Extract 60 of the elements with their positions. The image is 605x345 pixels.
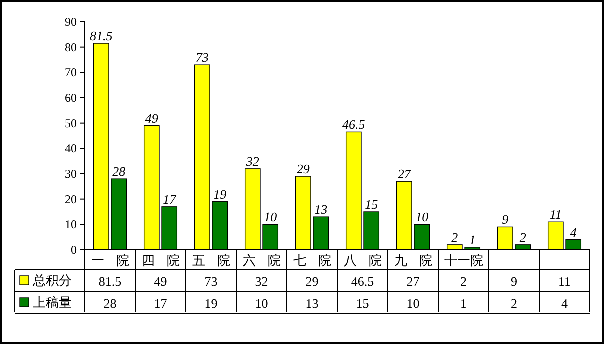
x-tick-label: 八院 [344, 254, 394, 269]
legend-label: 上稿量 [33, 296, 72, 311]
data-label: 15 [365, 197, 379, 212]
data-label: 2 [452, 230, 459, 245]
y-tick-label: 50 [65, 116, 77, 130]
text: 73 [204, 274, 218, 289]
y-tick-label: 20 [65, 192, 77, 206]
data-label: 73 [196, 50, 210, 66]
text: 28 [104, 296, 117, 311]
data-label: 9 [502, 212, 510, 228]
text: 11 [558, 274, 572, 289]
text: 81.5 [98, 274, 122, 289]
data-label: 49 [145, 110, 159, 126]
data-label: 27 [398, 166, 412, 182]
text: 10 [406, 296, 420, 311]
data-label: 11 [550, 207, 562, 222]
data-label: 29 [296, 162, 310, 177]
data-label: 10 [416, 210, 430, 225]
text: 13 [306, 296, 319, 311]
x-tick-label: 六院 [242, 254, 293, 269]
y-tick-label: 80 [65, 40, 77, 54]
text: 2 [460, 274, 467, 289]
text: 29 [306, 274, 319, 289]
y-tick-label: 10 [65, 218, 77, 232]
data-label: 28 [112, 164, 126, 180]
text: 4 [562, 296, 568, 311]
x-tick-label: 七院 [293, 254, 344, 269]
text: 27 [406, 274, 420, 289]
y-tick-label: 70 [65, 66, 77, 80]
data-label: 2 [520, 230, 527, 245]
x-tick-label: 五院 [192, 254, 242, 269]
y-tick-label: 60 [65, 91, 77, 105]
x-tick-label: 四院 [142, 254, 192, 269]
y-tick-label: 30 [65, 167, 77, 181]
y-tick-label: 90 [65, 15, 77, 29]
data-label: 81.5 [90, 28, 114, 44]
text: 49 [154, 274, 168, 289]
data-label: 10 [264, 210, 278, 225]
x-tick-label: 一院 [91, 254, 142, 269]
data-label: 46.5 [342, 117, 366, 132]
data-label: 1 [469, 232, 476, 248]
y-tick-label: 40 [65, 142, 77, 156]
legend-label: 总积分 [32, 274, 72, 289]
text: 32 [255, 274, 268, 289]
text: 17 [154, 296, 168, 311]
text: 46.5 [351, 274, 374, 289]
data-label: 13 [314, 202, 328, 218]
y-tick-label: 0 [71, 243, 77, 257]
data-label: 32 [245, 154, 260, 169]
data-label: 17 [163, 192, 177, 207]
text: 10 [255, 296, 268, 311]
x-tick-label: 十一院 [444, 254, 484, 269]
text: 2 [511, 296, 518, 311]
text: 1 [460, 296, 467, 311]
data-label: 19 [214, 186, 228, 202]
text: 15 [356, 296, 370, 311]
text: 19 [204, 296, 218, 311]
data-label: 4 [570, 224, 578, 240]
text: 9 [511, 274, 518, 289]
x-tick-label: 九院 [394, 254, 444, 269]
